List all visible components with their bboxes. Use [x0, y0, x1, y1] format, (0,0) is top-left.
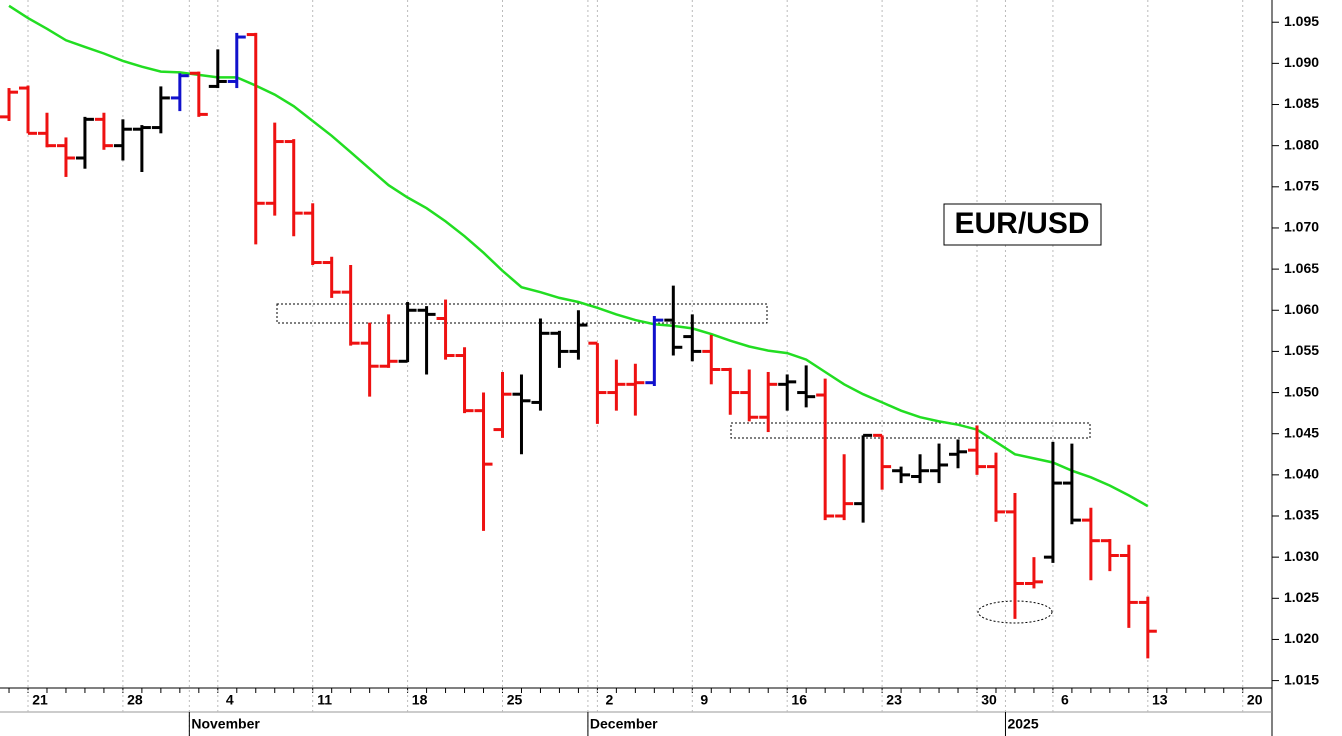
y-tick-label: 1.085	[1284, 95, 1319, 111]
y-tick-label: 1.080	[1284, 136, 1319, 152]
x-tick-label: 2	[606, 692, 614, 708]
y-tick-label: 1.015	[1284, 671, 1319, 687]
y-tick-label: 1.090	[1284, 54, 1319, 70]
y-tick-label: 1.035	[1284, 507, 1319, 523]
y-tick-label: 1.045	[1284, 424, 1319, 440]
annotation-box	[943, 203, 1102, 246]
x-tick-label: 20	[1247, 692, 1263, 708]
x-tick-label: 11	[317, 692, 332, 708]
range-box	[730, 422, 1091, 439]
y-tick-label: 1.055	[1284, 342, 1319, 358]
range-box	[276, 303, 768, 324]
month-label: December	[590, 716, 658, 732]
month-label: 2025	[1007, 716, 1038, 732]
y-tick-label: 1.065	[1284, 260, 1319, 276]
x-tick-label: 21	[32, 692, 48, 708]
x-tick-label: 4	[226, 692, 234, 708]
x-tick-label: 28	[127, 692, 143, 708]
annotation: EUR/USD	[954, 207, 1089, 240]
x-tick-label: 25	[507, 692, 523, 708]
y-tick-label: 1.095	[1284, 13, 1319, 29]
y-tick-label: 1.060	[1284, 301, 1319, 317]
y-tick-label: 1.025	[1284, 589, 1319, 605]
y-tick-label: 1.075	[1284, 178, 1319, 194]
y-tick-label: 1.070	[1284, 219, 1319, 235]
x-tick-label: 16	[791, 692, 807, 708]
month-label: November	[191, 716, 260, 732]
x-tick-label: 18	[412, 692, 428, 708]
x-tick-label: 6	[1061, 692, 1069, 708]
x-tick-label: 13	[1152, 692, 1168, 708]
x-tick-label: 23	[886, 692, 902, 708]
y-tick-label: 1.020	[1284, 630, 1319, 646]
y-tick-label: 1.050	[1284, 383, 1319, 399]
y-tick-label: 1.030	[1284, 548, 1319, 564]
x-tick-label: 9	[700, 692, 708, 708]
y-tick-label: 1.040	[1284, 466, 1319, 482]
x-tick-label: 30	[981, 692, 997, 708]
